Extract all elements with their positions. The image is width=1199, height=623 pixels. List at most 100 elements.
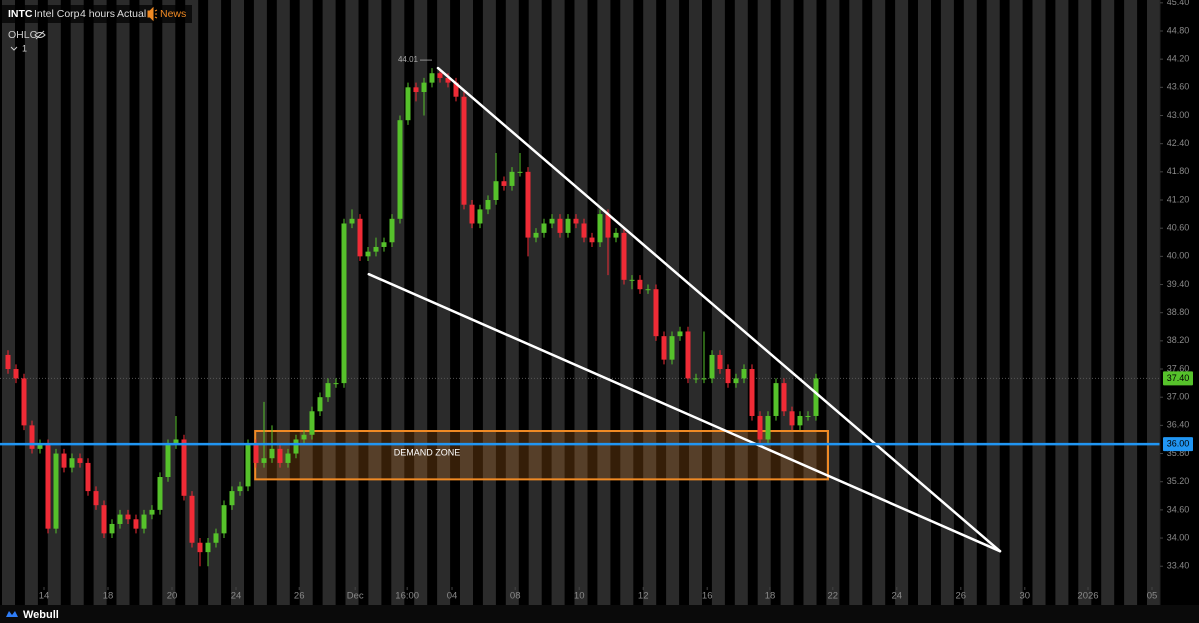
x-tick-label: 04 bbox=[447, 591, 458, 602]
symbol: INTC bbox=[8, 8, 33, 20]
x-tick-label: 26 bbox=[956, 591, 967, 602]
session-band bbox=[1009, 0, 1023, 605]
candle-body bbox=[421, 82, 427, 93]
candle-body bbox=[229, 491, 235, 506]
candle-body bbox=[541, 223, 547, 233]
session-band bbox=[528, 0, 542, 605]
trendline bbox=[436, 66, 1002, 553]
session-band bbox=[253, 0, 267, 605]
session-band bbox=[1101, 0, 1115, 605]
candle-body bbox=[509, 171, 515, 186]
session-band bbox=[963, 0, 977, 605]
session-band bbox=[299, 0, 313, 605]
y-tick-label: 37.60 bbox=[1167, 363, 1190, 373]
trendline bbox=[367, 272, 1002, 553]
session-band bbox=[689, 0, 702, 605]
brand: Webull bbox=[23, 609, 59, 621]
candle-body bbox=[237, 486, 243, 492]
candle-body bbox=[133, 519, 139, 529]
session-band bbox=[276, 0, 290, 605]
session-band bbox=[757, 0, 771, 605]
candle-body bbox=[125, 514, 131, 520]
candle-body bbox=[437, 73, 443, 78]
session-band bbox=[872, 0, 886, 605]
candle-body bbox=[29, 425, 35, 449]
candle-body bbox=[285, 453, 291, 463]
candle-body bbox=[197, 542, 203, 553]
candle-body bbox=[653, 289, 659, 337]
candle-body bbox=[733, 378, 739, 384]
candle-body bbox=[525, 171, 531, 238]
y-tick-label: 44.20 bbox=[1167, 54, 1190, 64]
news-icon[interactable] bbox=[147, 6, 158, 22]
session-band bbox=[551, 0, 565, 605]
collapse-icon[interactable] bbox=[10, 46, 18, 51]
plot-area: DEMAND ZONE 44.01 bbox=[0, 55, 1160, 567]
candle-body bbox=[5, 354, 11, 370]
eye-icon[interactable] bbox=[34, 30, 46, 40]
candle-body bbox=[813, 378, 819, 416]
x-tick-label: 18 bbox=[765, 591, 776, 602]
candle-body bbox=[189, 495, 195, 543]
candle-body bbox=[13, 369, 19, 379]
candle-body bbox=[565, 218, 571, 233]
candle-body bbox=[493, 181, 499, 201]
candle-body bbox=[573, 218, 579, 224]
x-tick-label: Dec bbox=[347, 591, 364, 602]
x-tick-label: 16:00 bbox=[395, 591, 419, 602]
candle-body bbox=[453, 82, 459, 97]
candle-body bbox=[789, 411, 795, 426]
y-tick-label: 43.00 bbox=[1167, 110, 1190, 120]
x-tick-label: 22 bbox=[828, 591, 839, 602]
candle-body bbox=[469, 204, 475, 224]
session-band bbox=[803, 0, 817, 605]
demand-zone bbox=[254, 430, 829, 481]
y-tick-label: 44.80 bbox=[1167, 25, 1190, 35]
candle-body bbox=[605, 214, 611, 238]
session-band bbox=[1078, 0, 1092, 605]
session-band bbox=[1147, 0, 1160, 605]
candle-body bbox=[461, 96, 467, 205]
candle-body bbox=[413, 87, 419, 93]
candle-body bbox=[333, 383, 339, 385]
x-tick-label: 18 bbox=[103, 591, 114, 602]
candle-body bbox=[101, 505, 107, 534]
high-label: 44.01 bbox=[398, 55, 419, 64]
session-band bbox=[986, 0, 1000, 605]
session-band bbox=[849, 0, 863, 605]
footer: Webull bbox=[0, 605, 1199, 623]
y-tick-label: 36.40 bbox=[1167, 420, 1190, 430]
session-band bbox=[826, 0, 840, 605]
y-tick-label: 40.60 bbox=[1167, 223, 1190, 233]
header: INTC Intel Corp 4 hours Actual News OHLC… bbox=[2, 5, 192, 53]
candle-body bbox=[149, 509, 155, 515]
candle-body bbox=[21, 378, 27, 426]
session-band bbox=[734, 0, 748, 605]
footer-bg bbox=[0, 605, 1199, 623]
session-band bbox=[185, 0, 199, 605]
candle-body bbox=[765, 415, 771, 440]
candle-body bbox=[77, 458, 83, 463]
candle-body bbox=[109, 523, 115, 534]
interval[interactable]: 4 hours bbox=[80, 8, 115, 20]
header-bg bbox=[2, 5, 192, 23]
session-band bbox=[231, 0, 244, 605]
candle-body bbox=[397, 120, 403, 219]
candle-body bbox=[429, 73, 435, 83]
candle-body bbox=[645, 289, 651, 291]
x-tick-label: 20 bbox=[167, 591, 178, 602]
pane-count: 1 bbox=[22, 43, 27, 53]
news[interactable]: News bbox=[160, 8, 186, 20]
candle-body bbox=[261, 458, 267, 463]
y-tick-label: 38.20 bbox=[1167, 335, 1190, 345]
x-tick-label: 08 bbox=[510, 591, 521, 602]
session-band bbox=[162, 0, 176, 605]
candle-body bbox=[85, 462, 91, 492]
session-band bbox=[24, 0, 38, 605]
y-tick-label: 39.40 bbox=[1167, 279, 1190, 289]
candle-body bbox=[677, 331, 683, 337]
candle-body bbox=[309, 411, 315, 435]
price-mode[interactable]: Actual bbox=[117, 8, 146, 20]
session-band bbox=[208, 0, 222, 605]
y-tick-label: 38.80 bbox=[1167, 307, 1190, 317]
